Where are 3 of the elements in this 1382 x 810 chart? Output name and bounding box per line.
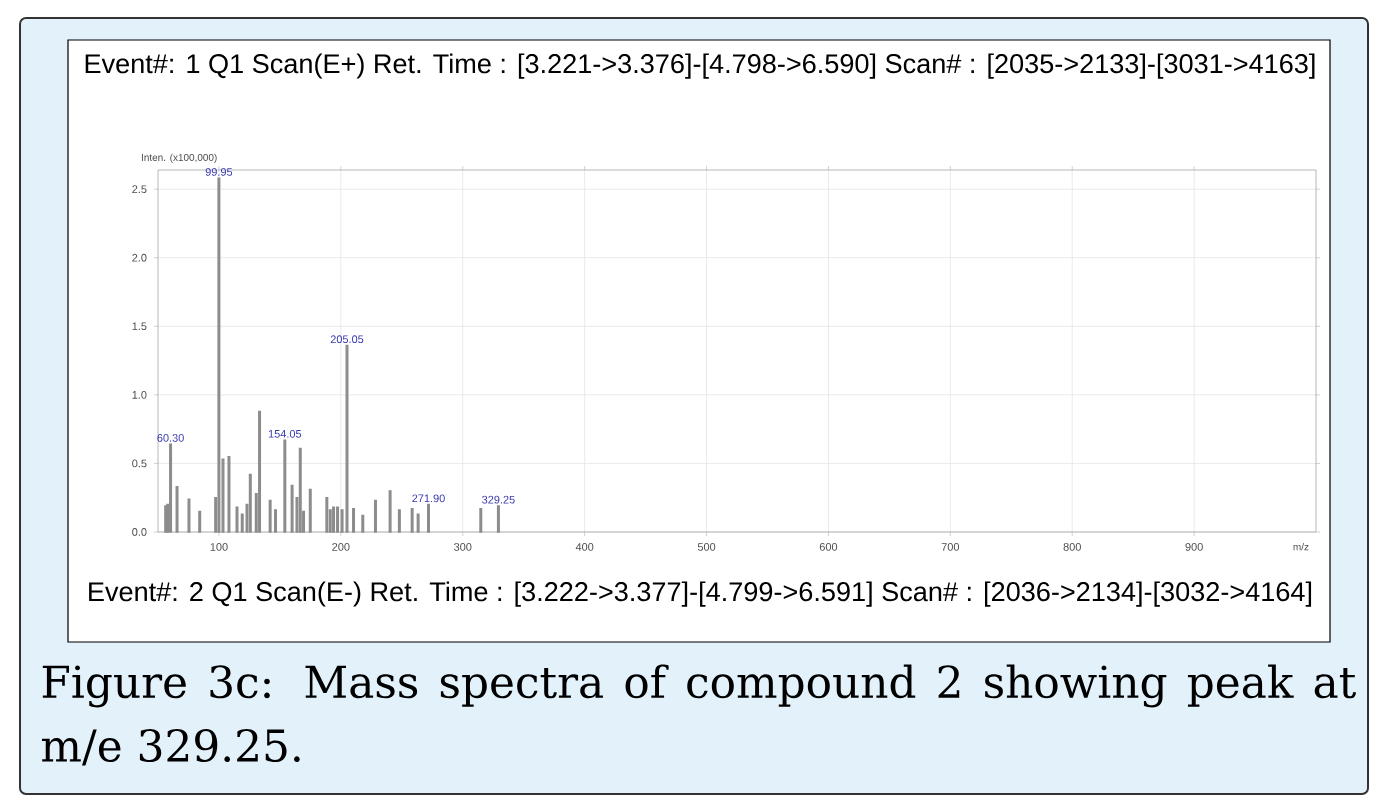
caption: Figure 3c: Mass spectra of compound 2 showing peak at m/e 329.25. bbox=[42, 664, 1356, 766]
text: Event#: 2 Q1 Scan(E-) Ret. Time : [3.222->3.377]-[4.799->6.591] Scan# : [2036->2134]-[3032->4164] bbox=[89, 581, 1312, 607]
chart-title: Event#: 1 Q1 Scan(E+) Ret. Time : [3.221->3.376]-[4.798->6.590] Scan# : [2035->2133]-[3031->4163] bbox=[85, 53, 1315, 79]
